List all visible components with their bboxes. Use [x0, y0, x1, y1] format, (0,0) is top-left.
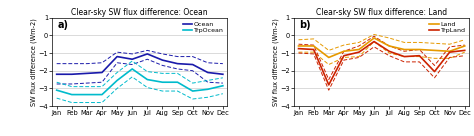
Ocean: [54, 73, 60, 75]
TrpOcean: [69, 94, 74, 95]
Ocean: [69, 73, 74, 75]
TrpOcean: [145, 79, 150, 80]
Ocean: [129, 58, 135, 60]
TrpOcean: [160, 81, 165, 83]
Ocean: [84, 73, 90, 74]
TrpOcean: [129, 68, 135, 70]
Ocean: [145, 53, 150, 55]
TrpLand: [417, 55, 422, 56]
Land: [432, 50, 438, 51]
TrpLand: [447, 51, 453, 53]
Text: b): b): [299, 20, 311, 30]
TrpOcean: [205, 88, 210, 90]
Ocean: [175, 63, 181, 64]
Title: Clear-sky SW flux difference: Ocean: Clear-sky SW flux difference: Ocean: [72, 8, 208, 17]
Land: [371, 37, 377, 39]
TrpLand: [386, 50, 392, 52]
Land: [462, 45, 467, 47]
Land: [296, 45, 301, 47]
Land: [356, 49, 362, 50]
TrpLand: [462, 50, 467, 51]
Ocean: [160, 59, 165, 61]
Title: Clear-sky SW flux difference: Land: Clear-sky SW flux difference: Land: [316, 8, 447, 17]
TrpLand: [401, 56, 407, 57]
Land: [401, 49, 407, 50]
Line: Ocean: Ocean: [57, 54, 223, 74]
Land: [447, 50, 453, 52]
TrpLand: [296, 48, 301, 49]
Land: [417, 49, 422, 50]
Y-axis label: SW flux difference (Wm-2): SW flux difference (Wm-2): [272, 18, 279, 106]
Text: a): a): [57, 20, 68, 30]
Land: [386, 45, 392, 47]
TrpOcean: [175, 81, 181, 83]
Ocean: [99, 72, 105, 73]
Line: TrpLand: TrpLand: [299, 41, 465, 85]
TrpOcean: [190, 90, 195, 92]
Legend: Ocean, TrpOcean: Ocean, TrpOcean: [182, 21, 224, 34]
TrpOcean: [114, 80, 120, 81]
Ocean: [205, 72, 210, 73]
Ocean: [220, 73, 226, 75]
TrpLand: [371, 41, 377, 42]
TrpLand: [432, 71, 438, 72]
Legend: Land, TrpLand: Land, TrpLand: [428, 21, 466, 34]
TrpOcean: [54, 89, 60, 91]
TrpLand: [356, 51, 362, 53]
TrpLand: [326, 84, 332, 86]
Ocean: [114, 56, 120, 57]
TrpLand: [311, 49, 317, 50]
Land: [311, 45, 317, 47]
TrpOcean: [99, 94, 105, 95]
Line: TrpOcean: TrpOcean: [57, 69, 223, 95]
TrpLand: [341, 55, 346, 56]
Line: Land: Land: [299, 38, 465, 57]
Y-axis label: SW flux difference (Wm-2): SW flux difference (Wm-2): [30, 18, 37, 106]
Land: [326, 57, 332, 58]
TrpOcean: [220, 85, 226, 87]
TrpOcean: [84, 94, 90, 95]
Ocean: [190, 64, 195, 65]
Land: [341, 50, 346, 52]
